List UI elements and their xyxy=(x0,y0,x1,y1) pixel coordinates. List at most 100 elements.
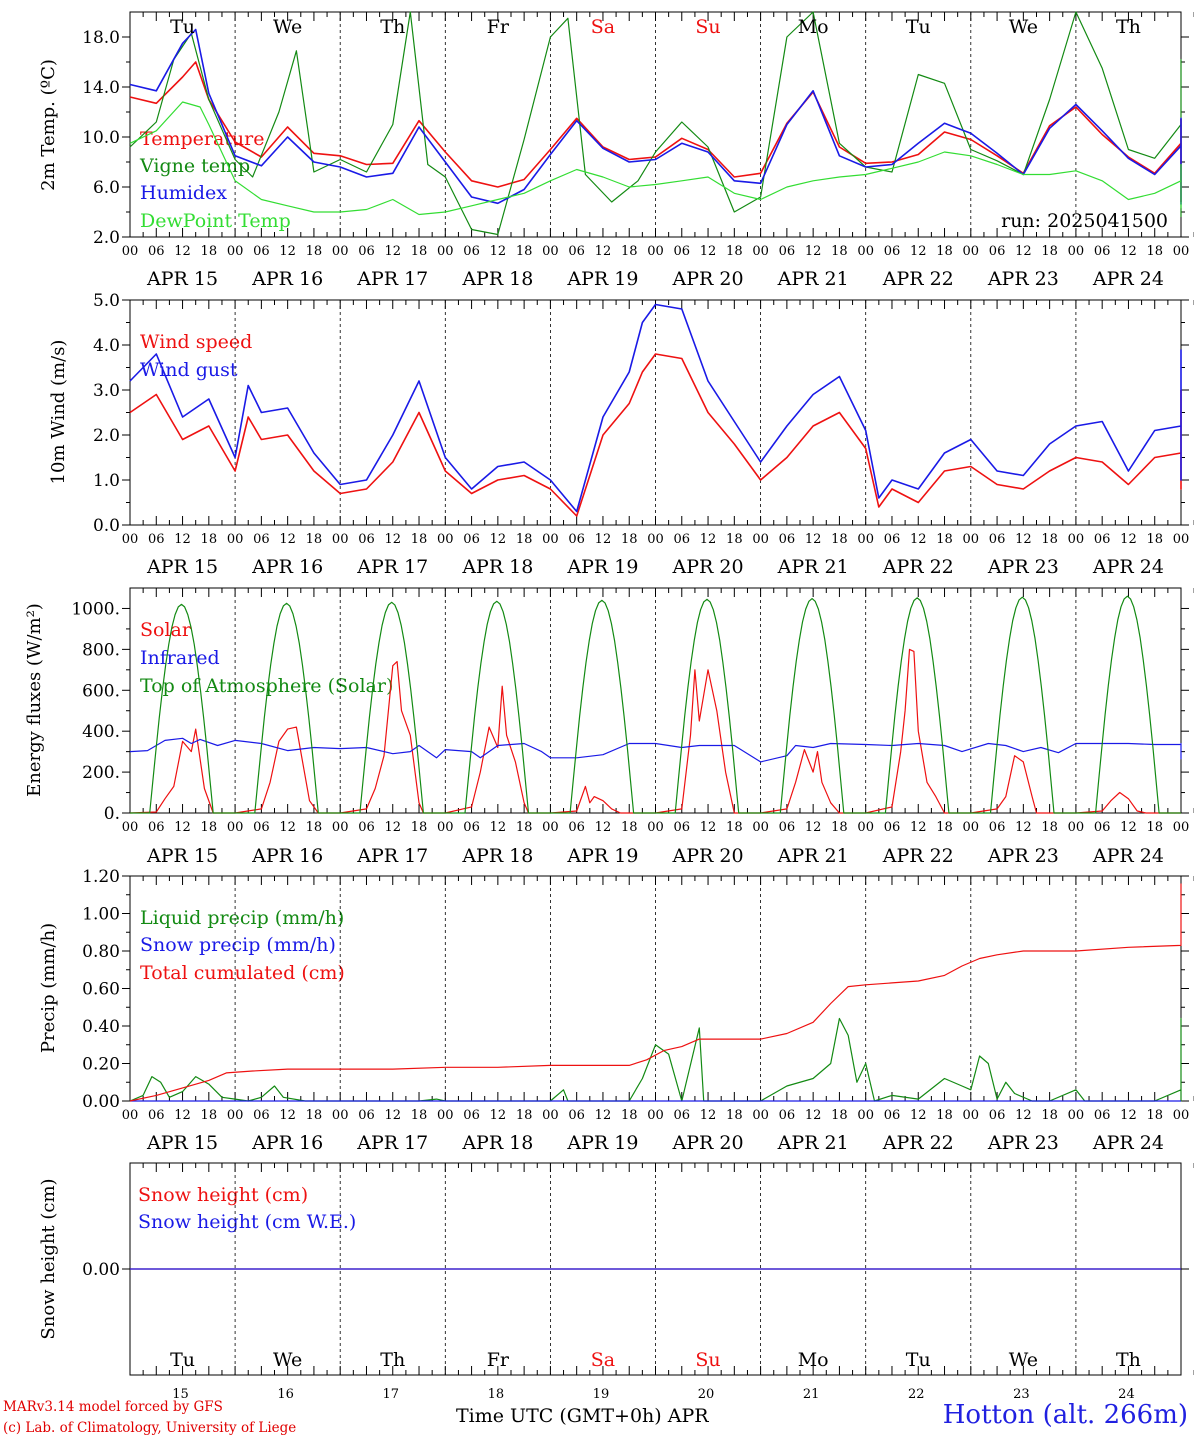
hour-tick-label: 06 xyxy=(779,532,796,547)
date-label: APR 21 xyxy=(777,556,849,578)
hour-tick-label: 18 xyxy=(936,1108,953,1123)
hour-tick-label: 18 xyxy=(516,820,533,835)
date-label: APR 17 xyxy=(356,845,428,867)
hour-tick-label: 06 xyxy=(253,1108,270,1123)
hour-tick-label: 12 xyxy=(595,244,612,259)
hour-tick-label: 06 xyxy=(989,1108,1006,1123)
hour-tick-label: 18 xyxy=(201,532,218,547)
legend-humidex: Humidex xyxy=(140,182,227,204)
y-tick-label: 18.0 xyxy=(82,28,120,48)
hour-tick-label: 12 xyxy=(174,532,191,547)
plot-frame xyxy=(129,587,1182,814)
hour-tick-label: 18 xyxy=(831,1108,848,1123)
temp-y-axis-label: 2m Temp. (ºC) xyxy=(38,59,59,191)
hour-tick-label: 06 xyxy=(148,244,165,259)
day-number-label: 24 xyxy=(1118,1387,1135,1402)
legend-total-cumulated: Total cumulated (cm) xyxy=(140,962,345,984)
date-label: APR 23 xyxy=(987,268,1059,290)
date-label: APR 24 xyxy=(1092,268,1164,290)
date-label: APR 23 xyxy=(987,1132,1059,1154)
hour-tick-label: 00 xyxy=(963,532,980,547)
hour-tick-label: 00 xyxy=(647,820,664,835)
date-label: APR 23 xyxy=(987,845,1059,867)
model-credit: MARv3.14 model forced by GFS xyxy=(3,1399,223,1415)
series-line-temperature xyxy=(129,61,1182,202)
day-number-label: 17 xyxy=(382,1387,399,1402)
hour-tick-label: 00 xyxy=(1068,244,1085,259)
date-label: APR 19 xyxy=(566,268,638,290)
hour-tick-label: 12 xyxy=(490,532,507,547)
hour-tick-label: 00 xyxy=(437,1108,454,1123)
y-tick-label: 0. xyxy=(104,804,120,824)
hour-tick-label: 12 xyxy=(805,820,822,835)
hour-tick-label: 00 xyxy=(752,820,769,835)
y-tick-label: 2.0 xyxy=(93,228,120,248)
energy-panel: Energy fluxes (W/m²) Solar Infrared Top … xyxy=(24,587,1194,867)
day-number-label: 15 xyxy=(172,1387,189,1402)
day-name-label: Tu xyxy=(170,1349,195,1371)
hour-tick-label: 12 xyxy=(1120,532,1137,547)
hour-tick-label: 12 xyxy=(805,1108,822,1123)
hour-tick-label: 06 xyxy=(884,820,901,835)
hour-tick-label: 06 xyxy=(884,244,901,259)
series-line-humidex xyxy=(129,28,1182,205)
y-tick-label: 0.20 xyxy=(82,1055,120,1075)
plot-frame xyxy=(129,299,1182,526)
day-name-label: Fr xyxy=(487,1349,510,1371)
hour-tick-label: 12 xyxy=(490,244,507,259)
hour-tick-label: 00 xyxy=(332,244,349,259)
hour-tick-label: 12 xyxy=(384,820,401,835)
series-line-liquid-precip-mm-h xyxy=(129,1017,1182,1102)
hour-tick-label: 00 xyxy=(122,820,139,835)
hour-tick-label: 00 xyxy=(1173,532,1190,547)
hour-tick-label: 00 xyxy=(963,1108,980,1123)
hour-tick-label: 18 xyxy=(831,532,848,547)
hour-tick-label: 12 xyxy=(1015,244,1032,259)
hour-tick-label: 12 xyxy=(174,820,191,835)
hour-tick-label: 00 xyxy=(332,1108,349,1123)
day-name-label: Sa xyxy=(591,1349,615,1371)
hour-tick-label: 00 xyxy=(227,532,244,547)
y-tick-label: 400. xyxy=(82,722,120,742)
hour-tick-label: 18 xyxy=(201,244,218,259)
date-label: APR 20 xyxy=(672,845,744,867)
precip-panel: Precip (mm/h) Liquid precip (mm/h) Snow … xyxy=(38,867,1194,1154)
day-number-label: 20 xyxy=(698,1387,715,1402)
legend-liquid-precip: Liquid precip (mm/h) xyxy=(140,907,344,929)
hour-tick-label: 00 xyxy=(122,244,139,259)
hour-tick-label: 18 xyxy=(621,1108,638,1123)
hour-tick-label: 00 xyxy=(542,1108,559,1123)
legend-toa-solar: Top of Atmosphere (Solar) xyxy=(140,675,393,697)
hour-tick-label: 12 xyxy=(910,820,927,835)
wind-y-axis-label: 10m Wind (m/s) xyxy=(48,340,69,485)
date-label: APR 17 xyxy=(356,268,428,290)
legend-snow-height: Snow height (cm) xyxy=(138,1184,308,1206)
hour-tick-label: 18 xyxy=(726,244,743,259)
day-name-label: Th xyxy=(1116,16,1141,38)
hour-tick-label: 00 xyxy=(1068,1108,1085,1123)
hour-tick-label: 18 xyxy=(726,820,743,835)
date-label: APR 19 xyxy=(566,556,638,578)
hour-tick-label: 18 xyxy=(411,820,428,835)
hour-tick-label: 12 xyxy=(279,1108,296,1123)
energy-y-axis-label: Energy fluxes (W/m²) xyxy=(24,603,45,797)
y-tick-label: 600. xyxy=(82,681,120,701)
hour-tick-label: 00 xyxy=(1173,1108,1190,1123)
hour-tick-label: 06 xyxy=(568,820,585,835)
hour-tick-label: 12 xyxy=(490,1108,507,1123)
date-label: APR 18 xyxy=(461,1132,533,1154)
y-tick-label: 1.00 xyxy=(82,905,120,925)
hour-tick-label: 12 xyxy=(910,532,927,547)
hour-tick-label: 00 xyxy=(647,532,664,547)
hour-tick-label: 12 xyxy=(910,244,927,259)
day-name-label: We xyxy=(1009,1349,1038,1371)
hour-tick-label: 00 xyxy=(437,820,454,835)
hour-tick-label: 18 xyxy=(201,1108,218,1123)
day-name-label: We xyxy=(1009,16,1038,38)
hour-tick-label: 18 xyxy=(516,532,533,547)
hour-tick-label: 00 xyxy=(437,244,454,259)
day-name-label: Tu xyxy=(906,1349,931,1371)
day-name-label: Fr xyxy=(487,16,510,38)
hour-tick-label: 12 xyxy=(279,820,296,835)
hour-tick-label: 06 xyxy=(358,820,375,835)
